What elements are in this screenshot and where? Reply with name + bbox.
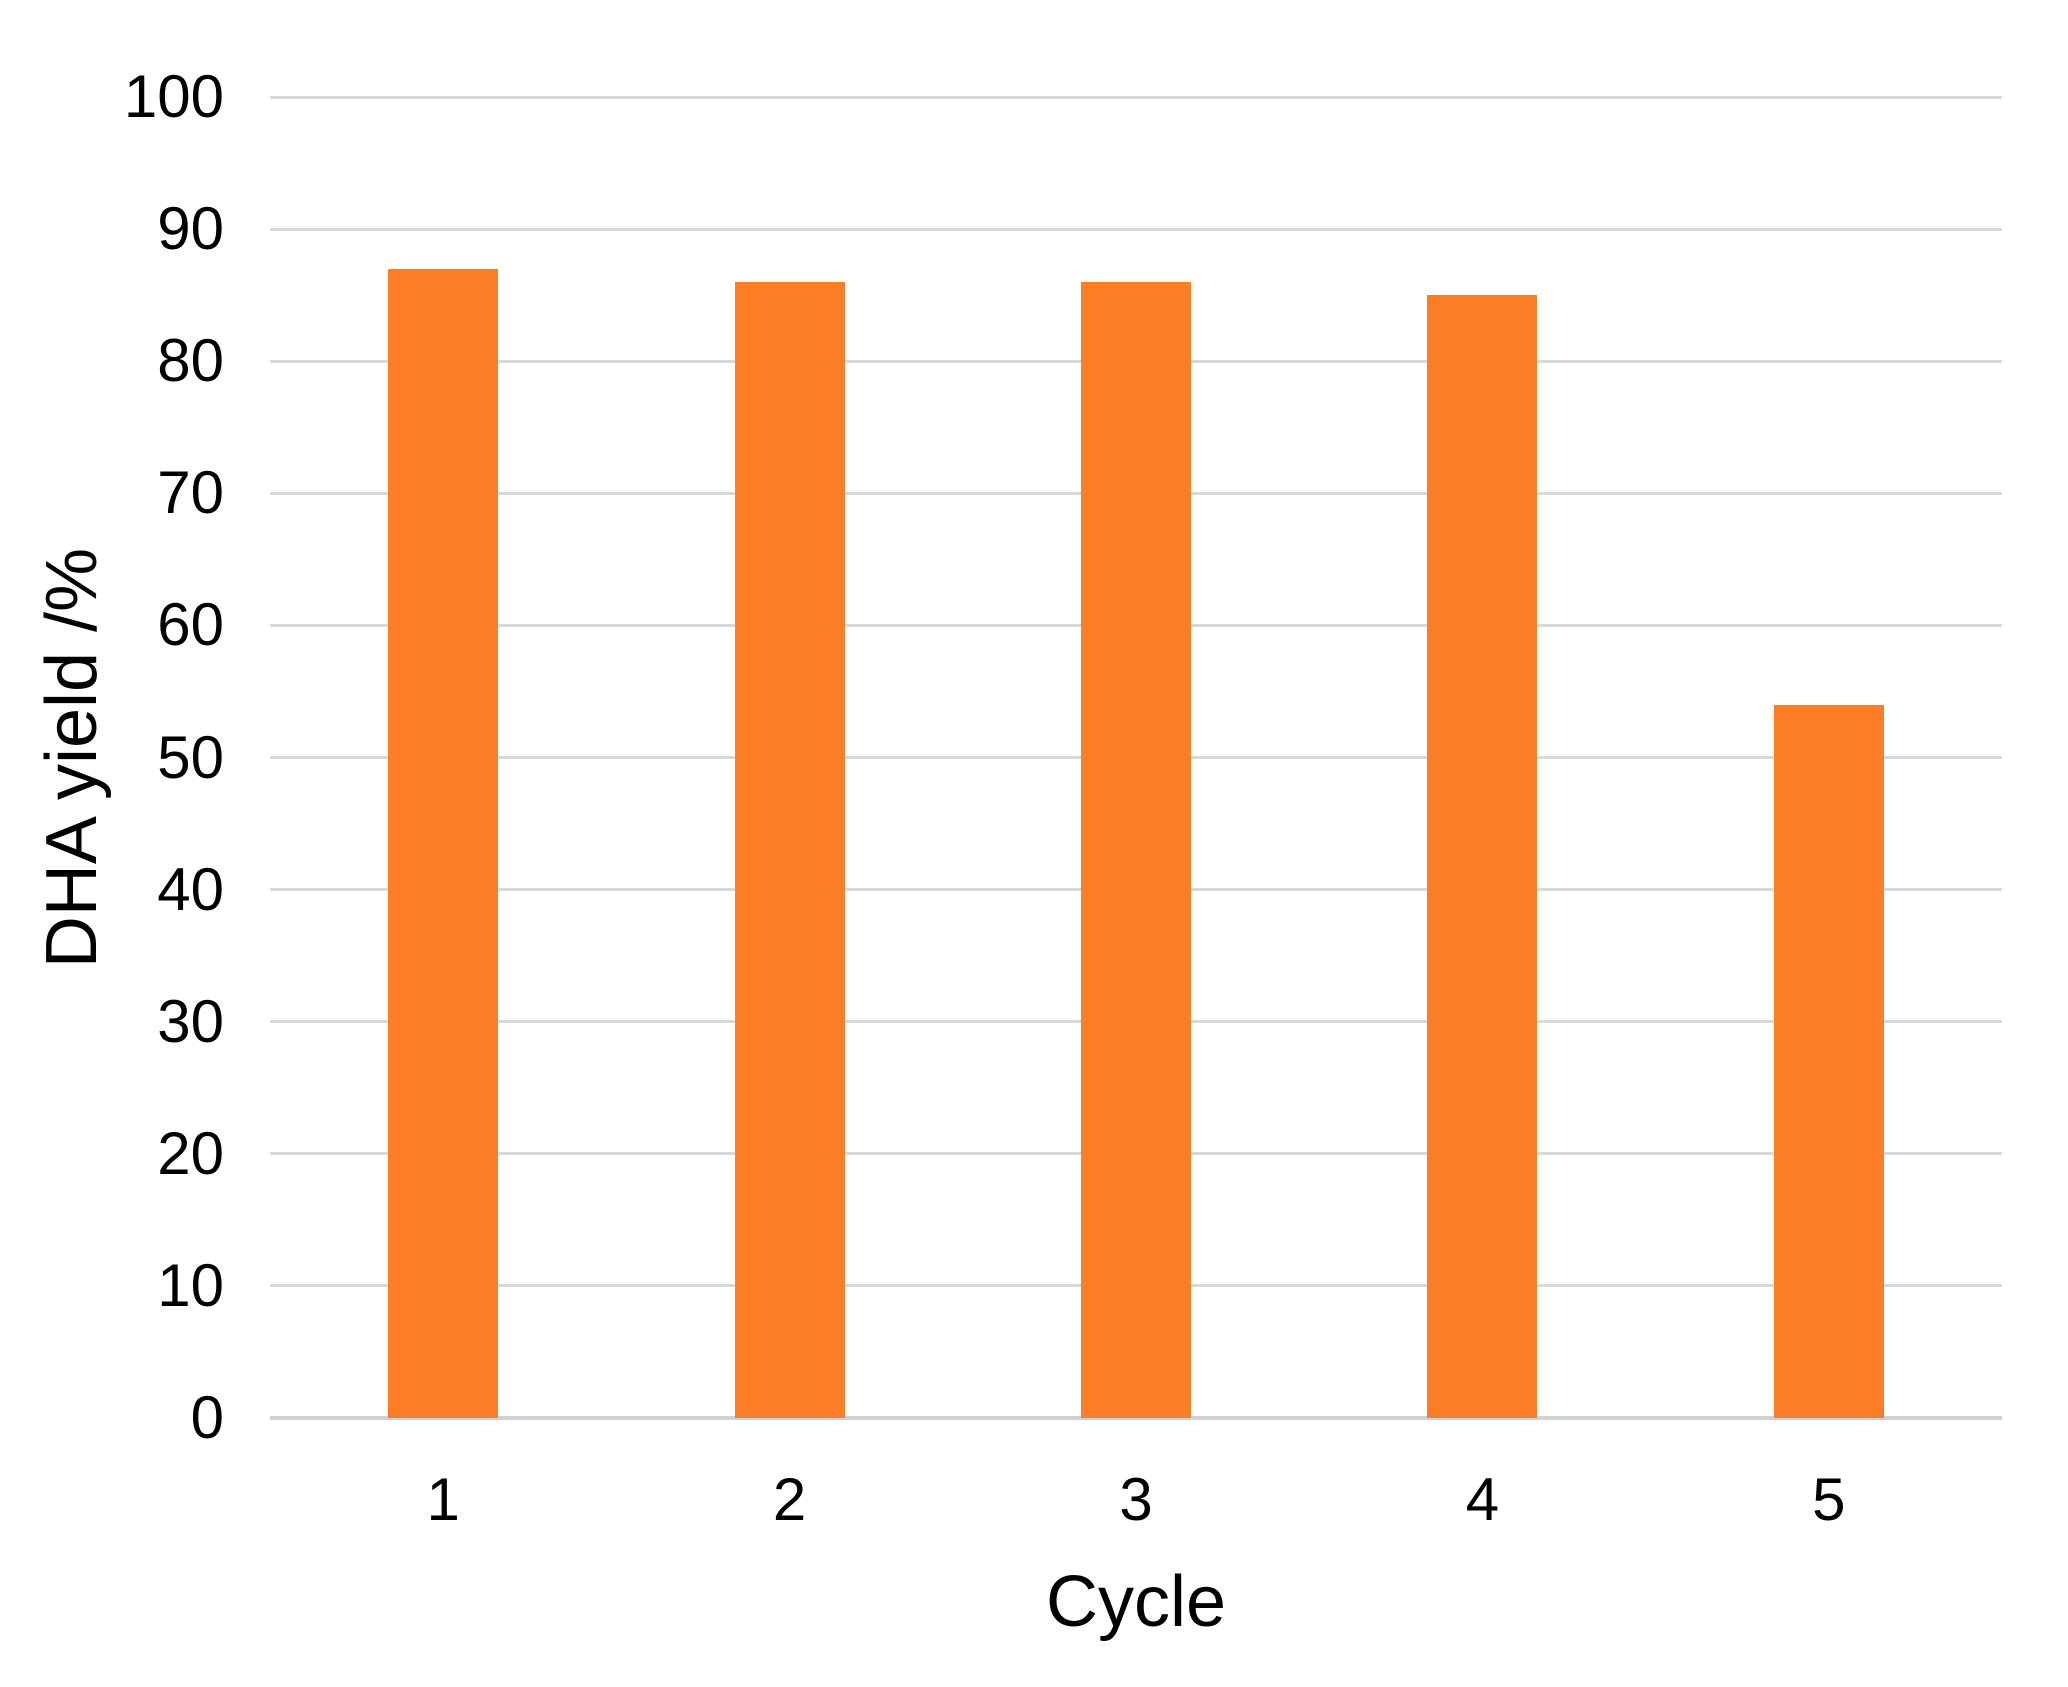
y-tick-label-90: 90 xyxy=(157,195,224,263)
y-tick-label-100: 100 xyxy=(123,63,224,130)
bar-cycle-2 xyxy=(734,281,845,1418)
y-tick-label-40: 40 xyxy=(157,855,224,923)
gridline-y-90 xyxy=(270,227,2002,231)
x-tick-label-2: 2 xyxy=(772,1466,807,1533)
x-tick-label-4: 4 xyxy=(1465,1466,1500,1533)
y-tick-label-70: 70 xyxy=(157,459,224,527)
y-tick-label-30: 30 xyxy=(157,987,224,1055)
y-axis-title: DHA yield /% xyxy=(32,547,112,969)
y-tick-label-50: 50 xyxy=(157,723,224,791)
y-tick-label-80: 80 xyxy=(157,327,224,395)
y-tick-label-20: 20 xyxy=(157,1119,224,1187)
x-axis-line xyxy=(270,1416,2002,1420)
x-tick-label-3: 3 xyxy=(1119,1466,1153,1533)
bar-cycle-4 xyxy=(1427,295,1538,1418)
x-tick-label-1: 1 xyxy=(426,1466,460,1533)
x-axis-title: Cycle xyxy=(1045,1562,1227,1642)
y-tick-label-0: 0 xyxy=(190,1384,224,1451)
bar-cycle-5 xyxy=(1773,704,1884,1418)
y-tick-label-10: 10 xyxy=(157,1251,224,1319)
y-tick-label-60: 60 xyxy=(157,591,224,659)
gridline-y-100 xyxy=(270,95,2002,99)
bar-cycle-1 xyxy=(388,268,499,1418)
bar-cycle-3 xyxy=(1081,281,1191,1418)
x-tick-label-5: 5 xyxy=(1812,1466,1846,1533)
